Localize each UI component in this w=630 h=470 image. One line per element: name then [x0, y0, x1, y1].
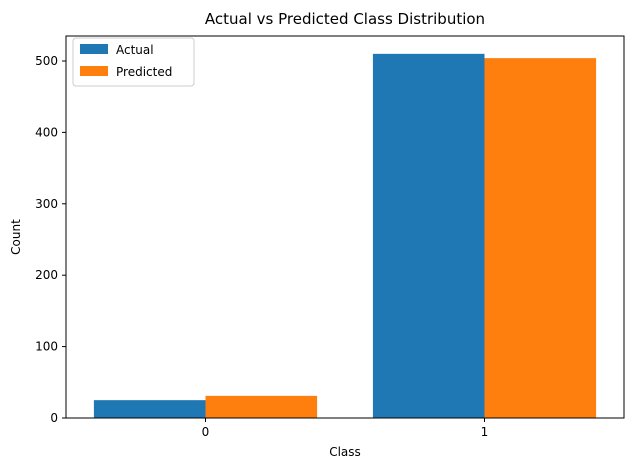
bar-predicted-class-1: [484, 58, 597, 418]
legend-swatch-actual: [80, 44, 108, 54]
x-axis-label: Class: [329, 445, 361, 459]
y-tick-label: 0: [50, 411, 58, 425]
legend: Actual Predicted: [72, 37, 195, 87]
y-axis-ticks: 0 100 200 300 400 500: [35, 54, 66, 425]
bar-predicted-class-0: [205, 395, 318, 418]
plot-area-frame: [65, 35, 625, 419]
y-tick-label: 500: [35, 54, 58, 68]
bar-actual-class-0: [93, 400, 206, 418]
x-tick-label: 1: [481, 425, 489, 439]
x-tick-label: 0: [202, 425, 210, 439]
y-axis-label: Count: [9, 219, 23, 255]
legend-label-actual: Actual: [116, 43, 154, 57]
y-tick-label: 200: [35, 268, 58, 282]
legend-label-predicted: Predicted: [116, 65, 172, 79]
legend-swatch-predicted: [80, 66, 108, 76]
y-tick-label: 400: [35, 125, 58, 139]
bar-actual-class-1: [372, 53, 485, 419]
bars: [93, 53, 597, 419]
y-tick-label: 300: [35, 197, 58, 211]
chart-title: Actual vs Predicted Class Distribution: [205, 10, 485, 28]
y-tick-label: 100: [35, 340, 58, 354]
